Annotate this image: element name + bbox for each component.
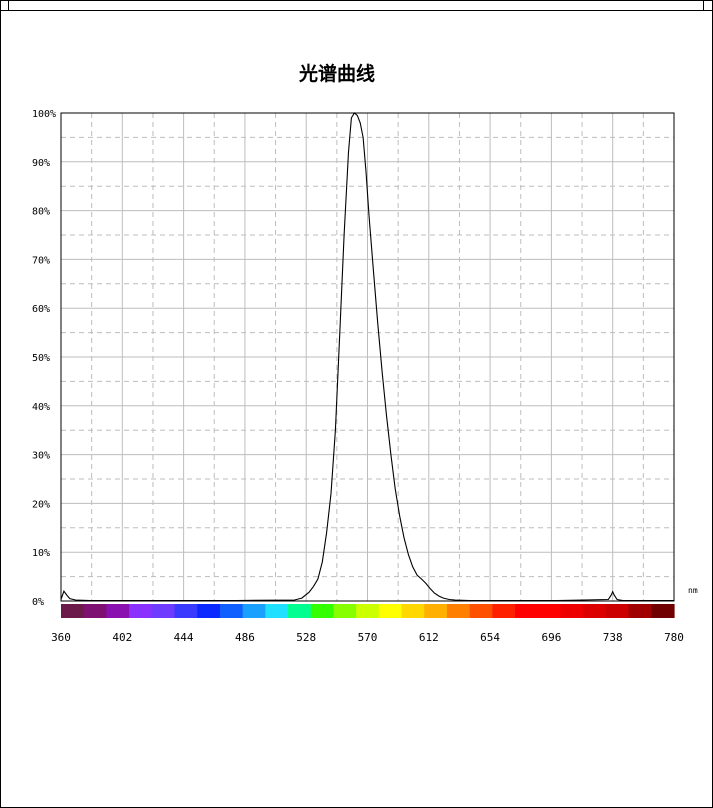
spectrum-segment — [83, 604, 108, 618]
spectrum-segment — [174, 604, 198, 618]
header-right-cell — [703, 0, 712, 10]
y-tick-label: 40% — [32, 402, 50, 413]
y-tick-label: 10% — [32, 548, 50, 559]
header-left-cell — [0, 0, 9, 10]
x-tick-label: 654 — [480, 631, 500, 644]
grid — [61, 113, 674, 601]
spectrum-segment — [333, 604, 357, 618]
spectrum-segment — [197, 604, 221, 618]
y-tick-label: 0% — [32, 597, 44, 608]
spectrum-segment — [378, 604, 403, 618]
spectrum-segment — [651, 604, 675, 618]
y-tick-label: 90% — [32, 158, 50, 169]
y-tick-label: 80% — [32, 207, 50, 218]
y-axis-ticks: 0% 10% 20% 30% 40% 50% 60% 70% 80% 90% 100% — [32, 109, 56, 608]
y-tick-label: 50% — [32, 353, 50, 364]
spectrum-segment — [605, 604, 630, 618]
y-tick-label: 30% — [32, 451, 50, 462]
spectrum-segment — [61, 604, 85, 618]
series-line-spectrum — [60, 112, 674, 602]
spectrum-segment — [265, 604, 289, 618]
spectrum-segment — [219, 604, 244, 618]
x-axis-unit-label: nm — [688, 586, 698, 595]
y-tick-label: 20% — [32, 499, 50, 510]
spectrum-segment — [242, 604, 266, 618]
chart-title: 光谱曲线 — [298, 62, 375, 85]
spectrum-segment — [288, 604, 312, 618]
x-tick-label: 696 — [541, 631, 561, 644]
spectrum-segment — [424, 604, 448, 618]
y-tick-label: 60% — [32, 304, 50, 315]
spectrum-segment — [492, 604, 516, 618]
x-tick-label: 402 — [112, 631, 132, 644]
header-divider — [0, 10, 713, 11]
x-axis-ticks: 360 402 444 486 528 570 612 654 696 738 780 — [51, 631, 684, 644]
x-tick-label: 486 — [235, 631, 255, 644]
x-tick-label: 738 — [603, 631, 623, 644]
spectrum-segment — [628, 604, 652, 618]
x-tick-label: 612 — [419, 631, 439, 644]
x-tick-label: 528 — [296, 631, 316, 644]
spectrum-segment — [583, 604, 607, 618]
x-tick-label: 570 — [358, 631, 378, 644]
spectrum-segment — [356, 604, 380, 618]
x-tick-label: 360 — [51, 631, 71, 644]
plot-area-border — [60, 112, 675, 602]
spectrum-segment — [560, 604, 584, 618]
spectrum-segment — [310, 604, 335, 618]
spectrum-segment — [469, 604, 493, 618]
spectrum-segment — [106, 604, 130, 618]
x-tick-label: 780 — [664, 631, 684, 644]
spectrum-segment — [446, 604, 471, 618]
y-tick-label: 70% — [32, 255, 50, 266]
spectrum-segment — [401, 604, 425, 618]
spectrum-segment — [515, 604, 539, 618]
spectrum-segment — [129, 604, 153, 618]
spectrum-segment — [151, 604, 176, 618]
spectrum-color-bar — [61, 604, 675, 618]
x-tick-label: 444 — [174, 631, 194, 644]
y-tick-label: 100% — [32, 109, 56, 120]
spectrum-segment — [537, 604, 562, 618]
